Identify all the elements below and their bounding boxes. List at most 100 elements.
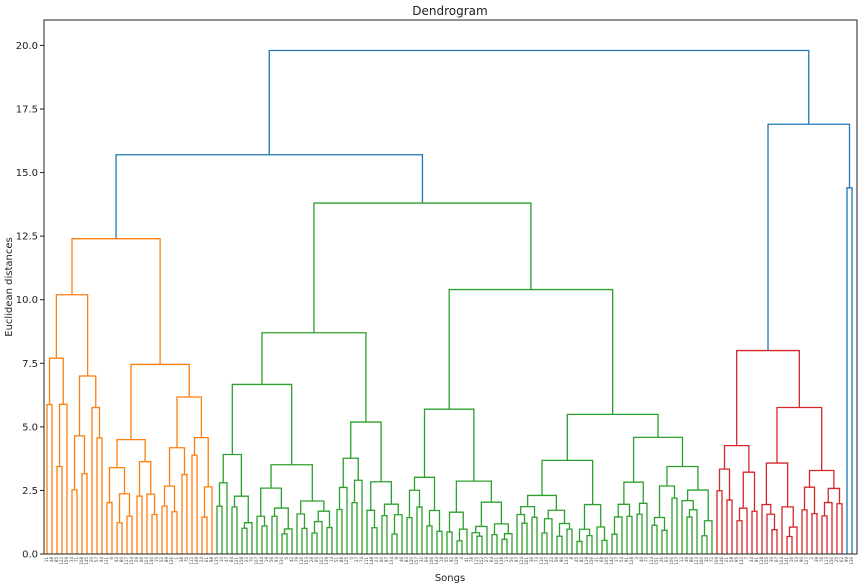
- leaf-labels: 11 48 85 122 159 34 71 108 145 20 57 94 131 6 43 80 117 1…: [44, 557, 854, 565]
- leaf-label: 18: [439, 557, 444, 563]
- leaf-label: 95: [734, 557, 739, 563]
- leaf-label: 152: [479, 557, 484, 565]
- leaf-label: 93: [274, 557, 279, 563]
- leaf-label: 66: [139, 557, 144, 563]
- dendrogram-link-57: [313, 520, 323, 554]
- leaf-label: 98: [209, 557, 214, 563]
- leaf-label: 27: [484, 557, 489, 563]
- leaf-label: 48: [49, 557, 54, 563]
- leaf-label: 131: [104, 557, 109, 565]
- leaf-label: 127: [804, 557, 809, 565]
- dendrogram-link-91: [493, 523, 509, 535]
- leaf-label: 113: [824, 557, 829, 565]
- leaf-label: 24: [199, 557, 204, 563]
- dendrogram-link-149: [781, 506, 794, 554]
- dendrogram-link-103: [543, 518, 553, 554]
- dendrogram-link-47: [256, 515, 266, 554]
- dendrogram-link-107: [566, 528, 573, 554]
- dendrogram-link-75: [413, 476, 436, 511]
- dendrogram-link-77: [406, 516, 413, 554]
- leaf-label: 1: [174, 557, 179, 560]
- chart-title: Dendrogram: [412, 4, 487, 18]
- y-tick-label: 5.0: [22, 422, 38, 433]
- leaf-label: 13: [504, 557, 509, 563]
- dendrogram-link-129: [681, 500, 694, 554]
- dendrogram-link-136: [723, 444, 750, 473]
- leaf-label: 21: [724, 557, 729, 563]
- dendrogram-link-60: [350, 421, 382, 482]
- dendrogram-link-32: [191, 454, 198, 554]
- dendrogram-link-132: [703, 520, 713, 554]
- dendrogram-link-67: [366, 509, 376, 554]
- dendrogram-link-127: [671, 497, 678, 554]
- leaf-label: 141: [784, 557, 789, 565]
- leaf-label: 36: [529, 557, 534, 563]
- dendrogram-link-78: [416, 506, 423, 554]
- leaf-label: 49: [684, 557, 689, 563]
- leaf-label: 126: [169, 557, 174, 565]
- dendrogram-link-156: [827, 487, 841, 504]
- dendrogram-link-140: [742, 471, 756, 512]
- dendrogram-link-118: [611, 533, 618, 554]
- leaf-label: 2: [809, 557, 814, 560]
- leaf-label: 115: [474, 557, 479, 565]
- leaf-label: 130: [279, 557, 284, 565]
- dendrogram-link-2: [71, 238, 161, 365]
- dendrogram-link-49: [273, 507, 289, 529]
- dendrogram-link-87: [480, 501, 503, 527]
- dendrogram-link-17: [106, 501, 113, 554]
- leaf-label: 81: [754, 557, 759, 563]
- dendrogram-link-76: [408, 489, 421, 518]
- dendrogram-link-159: [836, 503, 843, 554]
- dendrogram-link-153: [803, 486, 816, 514]
- leaf-label: 85: [54, 557, 59, 563]
- dendrogram-link-119: [626, 515, 633, 554]
- leaf-label: 71: [74, 557, 79, 563]
- dendrogram-link-142: [736, 520, 743, 554]
- leaf-label: 110: [539, 557, 544, 565]
- dendrogram-link-18: [118, 493, 131, 523]
- dendrogram-link-69: [383, 503, 399, 516]
- leaf-label: 106: [429, 557, 434, 565]
- leaf-label: 105: [604, 557, 609, 565]
- dendrogram-link-44: [241, 527, 248, 554]
- leaf-label: 161: [524, 557, 529, 565]
- leaf-label: 135: [214, 557, 219, 565]
- leaf-label: 4: [459, 557, 464, 560]
- dendrogram-link-22: [136, 495, 143, 554]
- dendrogram-link-121: [636, 513, 643, 554]
- leaf-label: 86: [689, 557, 694, 563]
- dendrogram-link-137: [718, 468, 731, 501]
- dendrogram-link-100: [521, 522, 528, 554]
- dendrogram-link-146: [761, 503, 772, 554]
- dendrogram-link-86: [456, 540, 463, 554]
- leaf-label: 78: [469, 557, 474, 563]
- leaf-label: 138: [499, 557, 504, 565]
- leaf-label: 133: [564, 557, 569, 565]
- dendrogram-link-80: [426, 525, 433, 554]
- leaf-label: 149: [194, 557, 199, 565]
- leaf-label: 146: [719, 557, 724, 565]
- leaf-label: 5: [284, 557, 289, 560]
- leaf-label: 102: [319, 557, 324, 565]
- dendrogram-link-38: [222, 453, 243, 497]
- dendrogram-link-126: [661, 529, 668, 554]
- dendrogram-link-105: [558, 522, 571, 537]
- dendrogram-link-28: [161, 505, 168, 554]
- dendrogram-link-148: [771, 529, 778, 554]
- dendrogram-link-138: [716, 490, 723, 554]
- leaf-label: 140: [149, 557, 154, 565]
- dendrogram-link-41: [233, 495, 249, 523]
- dendrogram-link-68: [371, 527, 378, 554]
- dendrogram-link-6: [58, 403, 68, 554]
- dendrogram-link-110: [576, 540, 583, 554]
- leaf-label: 16: [789, 557, 794, 563]
- dendrogram-link-12: [91, 406, 101, 554]
- leaf-label: 32: [419, 557, 424, 563]
- dendrogram-link-150: [788, 526, 798, 554]
- leaf-label: 60: [379, 557, 384, 563]
- dendrogram-link-82: [455, 480, 493, 513]
- y-tick-label: 20.0: [16, 41, 38, 52]
- dendrogram-link-151: [786, 535, 793, 554]
